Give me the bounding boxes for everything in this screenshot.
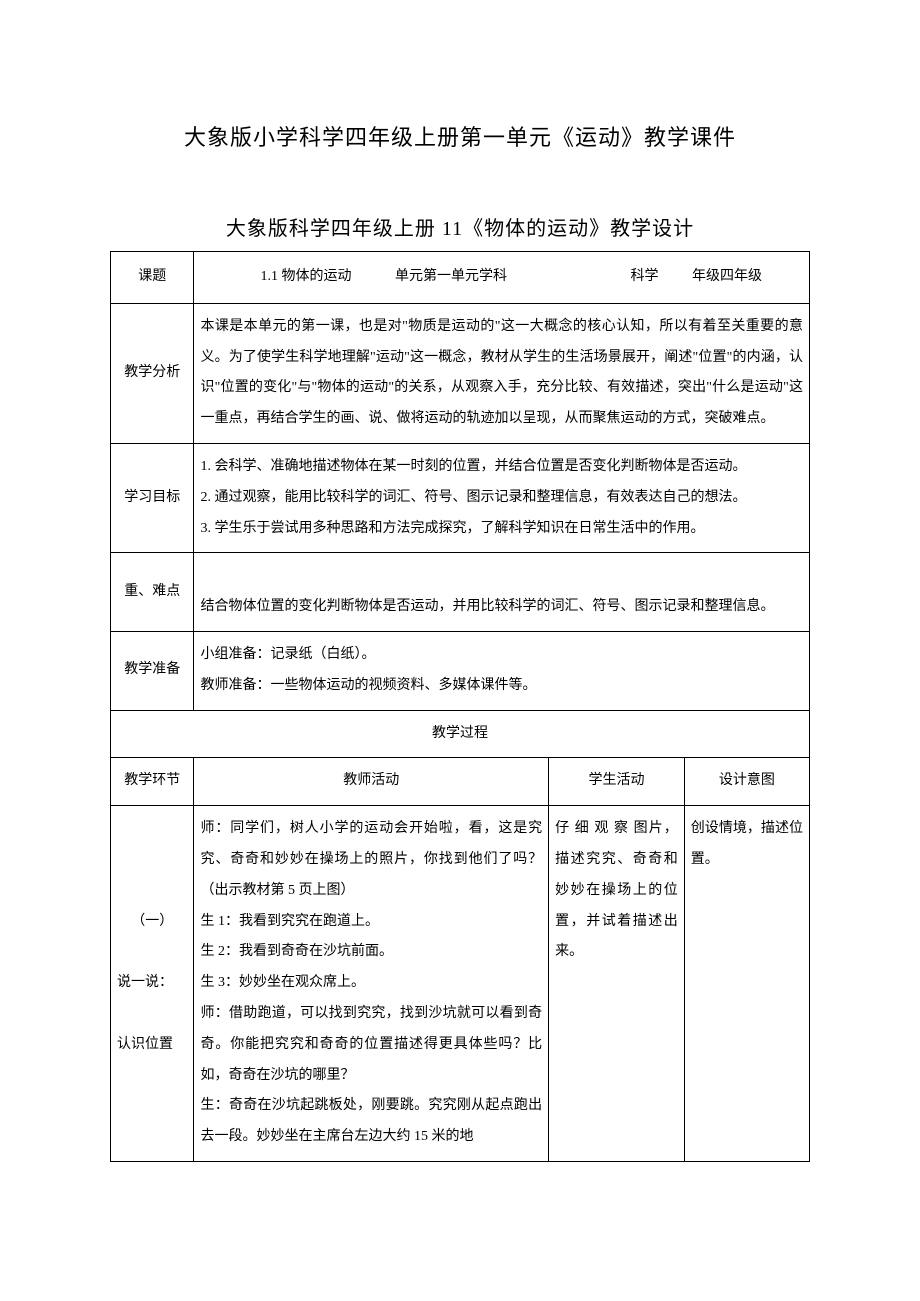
objective-2: 2. 通过观察，能用比较科学的词汇、符号、图示记录和整理信息，有效表达自己的想法…	[200, 483, 803, 514]
objectives-content: 1. 会科学、准确地描述物体在某一时刻的位置，并结合位置是否变化判断物体是否运动…	[194, 443, 810, 552]
header-fields: 1.1 物体的运动 单元第一单元学科 科学 年级四年级	[194, 252, 810, 304]
unit-value: 第一单元	[423, 269, 479, 284]
col-stage: 教学环节	[111, 758, 194, 806]
stage-part2: 说一说：	[117, 968, 187, 999]
preparation-label: 教学准备	[111, 631, 194, 710]
grade-value: 四年级	[720, 269, 762, 284]
col-teacher: 教师活动	[194, 758, 549, 806]
analysis-label: 教学分析	[111, 303, 194, 443]
col-student: 学生活动	[549, 758, 685, 806]
objective-1: 1. 会科学、准确地描述物体在某一时刻的位置，并结合位置是否变化判断物体是否运动…	[200, 452, 803, 483]
teacher-p1: 师：同学们，树人小学的运动会开始啦，看，这是究究、奇奇和妙妙在操场上的照片，你找…	[200, 814, 542, 906]
sub-title: 大象版科学四年级上册 11《物体的运动》教学设计	[110, 212, 810, 241]
preparation-content: 小组准备：记录纸（白纸）。 教师准备：一些物体运动的视频资料、多媒体课件等。	[194, 631, 810, 710]
grade-label: 年级	[692, 269, 720, 284]
topic-value: 1.1 物体的运动	[260, 269, 351, 284]
teacher-p2: 生 1：我看到究究在跑道上。	[200, 907, 542, 938]
analysis-row: 教学分析 本课是本单元的第一课，也是对"物质是运动的"这一大概念的核心认知，所以…	[111, 303, 810, 443]
teacher-p4: 生 3：妙妙坐在观众席上。	[200, 968, 542, 999]
teacher-p6: 生：奇奇在沙坑起跳板处，刚要跳。究究刚从起点跑出去一段。妙妙坐在主席台左边大约 …	[200, 1091, 542, 1153]
lesson-plan-table: 课题 1.1 物体的运动 单元第一单元学科 科学 年级四年级 教学分析 本课是本…	[110, 251, 810, 1162]
process-title-row: 教学过程	[111, 710, 810, 758]
teacher-p5: 师：借助跑道，可以找到究究，找到沙坑就可以看到奇奇。你能把究究和奇奇的位置描述得…	[200, 999, 542, 1091]
keypoints-row: 重、难点 结合物体位置的变化判断物体是否运动，并用比较科学的词汇、符号、图示记录…	[111, 553, 810, 632]
analysis-content: 本课是本单元的第一课，也是对"物质是运动的"这一大概念的核心认知，所以有着至关重…	[194, 303, 810, 443]
process-row-1: （一） 说一说： 认识位置 师：同学们，树人小学的运动会开始啦，看，这是究究、奇…	[111, 806, 810, 1162]
header-row: 课题 1.1 物体的运动 单元第一单元学科 科学 年级四年级	[111, 252, 810, 304]
preparation-line1: 小组准备：记录纸（白纸）。	[200, 640, 803, 671]
keypoints-label: 重、难点	[111, 553, 194, 632]
main-title: 大象版小学科学四年级上册第一单元《运动》教学课件	[110, 120, 810, 152]
process-columns-row: 教学环节 教师活动 学生活动 设计意图	[111, 758, 810, 806]
process-title: 教学过程	[111, 710, 810, 758]
objective-3: 3. 学生乐于尝试用多种思路和方法完成探究，了解科学知识在日常生活中的作用。	[200, 514, 803, 545]
subject-value: 科学	[630, 269, 658, 284]
unit-label: 单元	[395, 269, 423, 284]
keypoints-content: 结合物体位置的变化判断物体是否运动，并用比较科学的词汇、符号、图示记录和整理信息…	[194, 553, 810, 632]
stage-part1: （一）	[117, 907, 187, 938]
topic-label: 课题	[111, 252, 194, 304]
preparation-line2: 教师准备：一些物体运动的视频资料、多媒体课件等。	[200, 671, 803, 702]
col-intent: 设计意图	[684, 758, 809, 806]
student-activity: 仔 细 观 察 图片，描述究究、奇奇和妙妙在操场上的位置，并试着描述出来。	[549, 806, 685, 1162]
keypoints-text: 结合物体位置的变化判断物体是否运动，并用比较科学的词汇、符号、图示记录和整理信息…	[200, 599, 774, 614]
stage-cell: （一） 说一说： 认识位置	[111, 806, 194, 1162]
objectives-label: 学习目标	[111, 443, 194, 552]
objectives-row: 学习目标 1. 会科学、准确地描述物体在某一时刻的位置，并结合位置是否变化判断物…	[111, 443, 810, 552]
teacher-p3: 生 2：我看到奇奇在沙坑前面。	[200, 937, 542, 968]
subject-label: 学科	[479, 269, 507, 284]
teacher-activity: 师：同学们，树人小学的运动会开始啦，看，这是究究、奇奇和妙妙在操场上的照片，你找…	[194, 806, 549, 1162]
design-intent: 创设情境，描述位置。	[684, 806, 809, 1162]
preparation-row: 教学准备 小组准备：记录纸（白纸）。 教师准备：一些物体运动的视频资料、多媒体课…	[111, 631, 810, 710]
stage-part3: 认识位置	[117, 1030, 187, 1061]
